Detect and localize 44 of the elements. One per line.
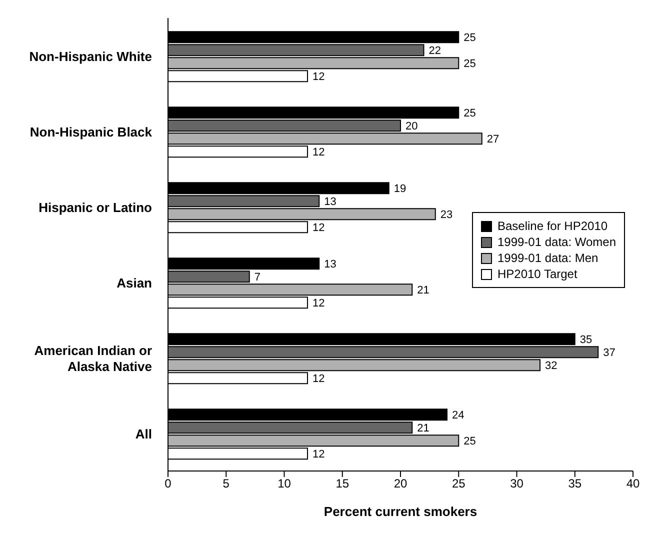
y-tick-label: All bbox=[135, 426, 152, 441]
data-label: 7 bbox=[254, 271, 260, 284]
data-label: 12 bbox=[312, 222, 325, 234]
data-label: 35 bbox=[580, 334, 592, 346]
x-tick-label: 20 bbox=[394, 476, 408, 491]
data-label: 20 bbox=[406, 120, 418, 132]
x-tick-label: 10 bbox=[278, 476, 292, 491]
data-label: 12 bbox=[312, 448, 325, 460]
y-tick-label: American Indian or Alaska Native bbox=[34, 342, 152, 374]
data-label: 19 bbox=[394, 182, 406, 195]
data-label: 23 bbox=[440, 208, 453, 221]
data-label: 21 bbox=[417, 422, 430, 434]
x-axis-title: Percent current smokers bbox=[324, 504, 478, 519]
x-tick-label: 35 bbox=[568, 476, 582, 491]
y-tick-label: Asian bbox=[116, 274, 152, 290]
data-label: 25 bbox=[464, 107, 476, 120]
x-tick-label: 25 bbox=[452, 476, 466, 491]
data-label: 12 bbox=[312, 372, 325, 385]
data-label: 13 bbox=[324, 258, 336, 270]
x-tick-label: 40 bbox=[626, 476, 640, 491]
data-label: 32 bbox=[545, 360, 558, 372]
data-label: 12 bbox=[312, 146, 325, 158]
legend-label: 1999-01 data: Women bbox=[497, 235, 616, 250]
data-label: 37 bbox=[603, 346, 616, 359]
legend-label: Baseline for HP2010 bbox=[497, 219, 608, 234]
x-tick-label: 0 bbox=[164, 476, 172, 491]
x-tick-label: 15 bbox=[336, 476, 350, 491]
legend-label: 1999-01 data: Men bbox=[497, 251, 598, 266]
x-tick-label: 5 bbox=[222, 476, 230, 491]
y-tick-label: Non-Hispanic Black bbox=[30, 124, 153, 139]
data-label: 27 bbox=[486, 133, 500, 146]
x-tick-label: 30 bbox=[510, 476, 524, 491]
y-tick-label: Hispanic or Latino bbox=[38, 199, 152, 214]
data-label: 22 bbox=[428, 44, 441, 57]
data-label: 25 bbox=[464, 58, 476, 70]
data-label: 25 bbox=[464, 32, 476, 44]
data-label: 12 bbox=[312, 70, 325, 83]
data-label: 12 bbox=[312, 297, 325, 310]
y-tick-label: Non-Hispanic White bbox=[29, 48, 152, 64]
data-label: 24 bbox=[452, 409, 464, 422]
data-label: 13 bbox=[324, 196, 336, 208]
data-label: 21 bbox=[417, 284, 430, 296]
legend-label: HP2010 Target bbox=[497, 267, 578, 282]
data-label: 25 bbox=[464, 435, 476, 448]
